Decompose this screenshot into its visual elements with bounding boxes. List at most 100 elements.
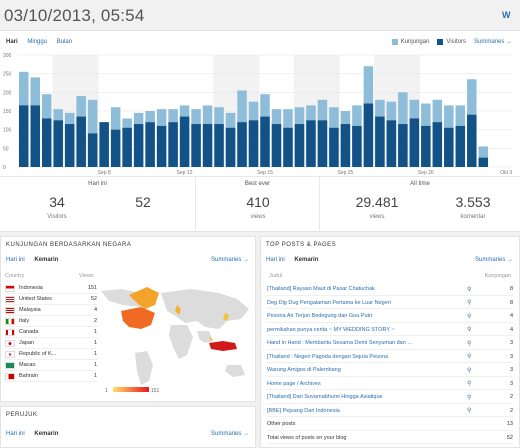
- world-map: 1 151: [101, 287, 249, 394]
- magnifier-icon[interactable]: ⚲: [467, 354, 472, 361]
- post-title-link[interactable]: [BBE] Pejuang Dari Indonesia: [267, 407, 340, 414]
- visitors-bar[interactable]: [478, 157, 489, 167]
- legend-visits-label: Kunjungan: [400, 39, 430, 45]
- summaries-link[interactable]: Summaries →: [473, 39, 512, 45]
- magnifier-icon[interactable]: ⚲: [467, 367, 472, 374]
- visits-bar[interactable]: [478, 146, 489, 167]
- visitors-bar[interactable]: [432, 122, 443, 167]
- visitors-bar[interactable]: [202, 124, 213, 167]
- post-views: 4: [509, 326, 513, 333]
- post-title-link[interactable]: Warung Amigos di Palembang: [267, 367, 341, 374]
- visitors-bar[interactable]: [145, 122, 155, 167]
- visitors-bar[interactable]: [53, 120, 63, 167]
- magnifier-icon[interactable]: ⚲: [467, 313, 472, 320]
- visitors-bar[interactable]: [317, 120, 328, 167]
- visitors-bar[interactable]: [306, 120, 316, 167]
- country-name: Indonesia: [19, 285, 43, 291]
- post-title-link[interactable]: Deg Dig Dug Pengalaman Pertama ke Luar N…: [267, 299, 391, 306]
- post-title-link[interactable]: [Thailand : Negeri Pagoda dengan Sejuta …: [267, 353, 389, 360]
- visitors-bar[interactable]: [64, 124, 75, 167]
- referrers-tab-today[interactable]: Hari ini: [6, 431, 25, 437]
- alltime-views-label: views: [369, 214, 385, 220]
- visitors-bar[interactable]: [283, 127, 293, 167]
- magnifier-icon[interactable]: ⚲: [467, 327, 472, 334]
- post-row: Other posts 13: [267, 419, 513, 431]
- visits-bar[interactable]: [87, 99, 98, 167]
- posts-tab-today[interactable]: Hari ini: [266, 257, 285, 263]
- visitors-bar[interactable]: [248, 120, 259, 167]
- visitors-bar[interactable]: [421, 125, 431, 167]
- magnifier-icon[interactable]: ⚲: [467, 394, 472, 401]
- countries-tabs: Hari ini Kemarin: [6, 257, 66, 263]
- post-title-link[interactable]: Hand in Hand : Membantu Sesama Demi Seny…: [267, 340, 412, 347]
- today-visitors-label: Visitors: [47, 214, 67, 220]
- visitors-bar[interactable]: [237, 122, 247, 167]
- visitors-bar[interactable]: [375, 116, 385, 167]
- visitors-bar[interactable]: [444, 127, 454, 167]
- visitors-bar[interactable]: [455, 125, 466, 167]
- visitors-bar[interactable]: [122, 127, 132, 167]
- tab-bulan[interactable]: Bulan: [56, 39, 73, 45]
- visitors-bar[interactable]: [110, 129, 121, 167]
- post-row: Warung Amigos di Palembang ⚲ 3: [267, 365, 513, 377]
- visitors-bar[interactable]: [260, 116, 270, 167]
- visitors-bar[interactable]: [225, 127, 236, 167]
- x-tick-label: Sep 8: [98, 170, 111, 175]
- visitors-bar[interactable]: [19, 105, 29, 167]
- post-row: Deg Dig Dug Pengalaman Pertama ke Luar N…: [267, 298, 513, 309]
- visitors-bar[interactable]: [363, 103, 374, 167]
- referrers-tab-yesterday[interactable]: Kemarin: [34, 431, 59, 437]
- post-views: 8: [509, 286, 513, 293]
- countries-summaries-link[interactable]: Summaries →: [210, 257, 249, 263]
- magnifier-icon[interactable]: ⚲: [467, 381, 472, 388]
- magnifier-icon[interactable]: ⚲: [467, 300, 472, 307]
- alltime-comments-value: 3.553: [455, 194, 491, 210]
- magnifier-icon[interactable]: ⚲: [467, 286, 472, 293]
- today-title: Hari ini: [88, 181, 107, 187]
- wordpress-logo-icon[interactable]: W: [502, 10, 511, 20]
- post-title-link[interactable]: permikahan punya cerita ~ MY WEDDING STO…: [267, 326, 395, 333]
- visitors-bar[interactable]: [133, 124, 144, 167]
- tab-hari[interactable]: Hari: [6, 39, 18, 45]
- country-name: United States: [19, 296, 53, 302]
- posts-tab-yesterday[interactable]: Kemarin: [294, 257, 319, 263]
- visitors-bar[interactable]: [409, 118, 420, 167]
- country-views: 1: [93, 329, 97, 335]
- best-label: views: [250, 214, 266, 220]
- visitors-bar[interactable]: [99, 122, 109, 167]
- magnifier-icon[interactable]: ⚲: [467, 340, 472, 347]
- countries-tab-yesterday[interactable]: Kemarin: [34, 257, 59, 263]
- visitors-bar[interactable]: [340, 124, 351, 167]
- map-landmass: [101, 289, 249, 385]
- visitors-bar[interactable]: [398, 124, 408, 167]
- tab-minggu[interactable]: Minggu: [27, 39, 48, 45]
- visitors-bar[interactable]: [87, 133, 98, 167]
- visitors-bar[interactable]: [168, 122, 178, 167]
- visitors-bar[interactable]: [156, 125, 167, 167]
- visitors-bar[interactable]: [329, 127, 339, 167]
- visitors-bar[interactable]: [294, 124, 305, 167]
- visitors-bar[interactable]: [179, 116, 190, 167]
- map-indonesia: [209, 341, 237, 351]
- posts-summaries-link[interactable]: Summaries →: [474, 257, 513, 263]
- visitors-bar[interactable]: [76, 116, 86, 167]
- country-name: Republic of K...: [19, 351, 57, 357]
- post-title-link[interactable]: [Thailand] Dari Suvarnabhumi Hingga Asia…: [267, 394, 383, 401]
- visitors-bar[interactable]: [191, 124, 201, 167]
- countries-tab-today[interactable]: Hari ini: [6, 257, 25, 263]
- visitors-bar[interactable]: [467, 114, 477, 167]
- post-title-link: Total views of posts on your blog: [267, 434, 347, 441]
- visitors-bar[interactable]: [386, 120, 397, 167]
- magnifier-icon[interactable]: ⚲: [467, 408, 472, 415]
- post-title-link[interactable]: [Thailand] Rayuan Maut di Pasar Chatucha…: [267, 286, 375, 293]
- visitors-bar[interactable]: [41, 118, 52, 167]
- referrers-summaries-link[interactable]: Summaries →: [210, 431, 249, 437]
- visitors-bar[interactable]: [30, 105, 40, 167]
- post-title-link[interactable]: Home page / Archives: [267, 380, 321, 387]
- visitors-bar[interactable]: [214, 124, 224, 167]
- country-row: United States 52: [5, 294, 97, 305]
- post-title-link[interactable]: Pesona Air Terjun Bedegung dan Goa Putri: [267, 313, 373, 320]
- visitors-bar[interactable]: [352, 125, 362, 167]
- visitors-bar[interactable]: [271, 124, 282, 167]
- country-row: Japan 1: [5, 338, 97, 349]
